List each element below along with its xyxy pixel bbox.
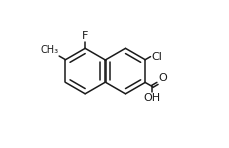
Text: Cl: Cl — [151, 52, 162, 62]
Text: OH: OH — [144, 94, 161, 103]
Text: F: F — [82, 31, 88, 41]
Text: CH₃: CH₃ — [40, 45, 58, 55]
Text: O: O — [158, 73, 167, 83]
